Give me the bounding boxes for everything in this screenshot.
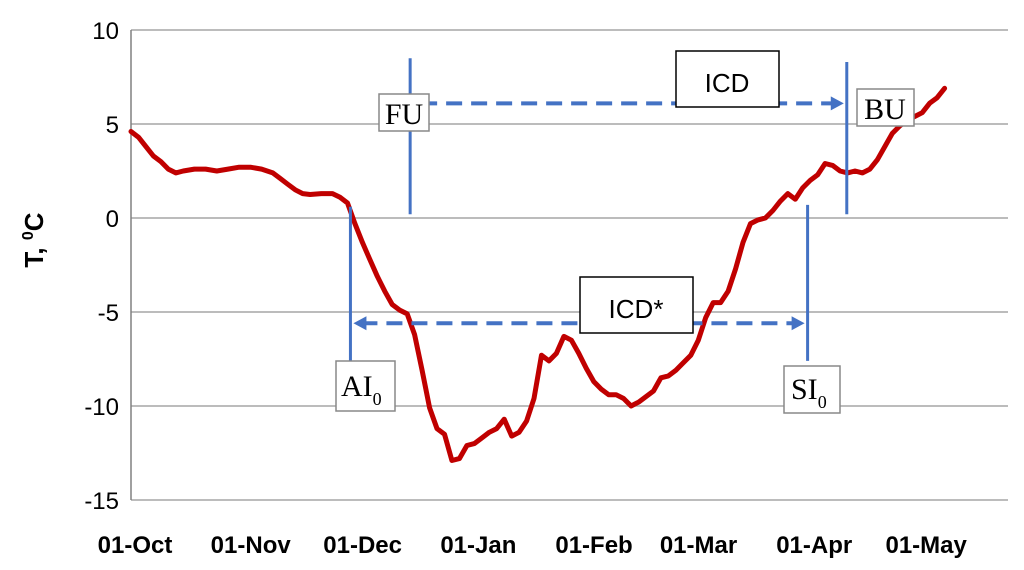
icd-arrow-head-right — [830, 96, 844, 111]
fu-label: FU — [385, 98, 424, 131]
x-tick-label: 01-Mar — [660, 532, 737, 559]
si0-label: SI0 — [791, 373, 827, 412]
grid-lines — [130, 29, 1008, 501]
icd-star-label-box — [579, 276, 694, 334]
x-tick-label: 01-Feb — [555, 532, 632, 559]
y-tick-label: 5 — [106, 112, 119, 139]
icd-star-arrow-head-right — [791, 316, 805, 331]
y-axis-ticks: 10 5 0 -5 -10 -15 — [84, 18, 119, 515]
icd-star-arrow — [353, 316, 805, 331]
temperature-series-line — [128, 85, 948, 463]
si0-label-main: SI — [791, 373, 818, 406]
fu-label-box — [378, 93, 430, 132]
ai0-label-main: AI — [341, 370, 373, 403]
y-tick-label: 10 — [92, 18, 119, 45]
x-tick-label: 01-Nov — [211, 532, 292, 559]
y-axis-label: T, 0C — [19, 212, 49, 267]
icd-star-arrow-head-left — [353, 316, 367, 331]
y-axis-label-sup: 0 — [20, 231, 37, 240]
bu-label-box — [856, 88, 915, 127]
bu-label: BU — [864, 93, 906, 126]
x-tick-label: 01-May — [885, 532, 967, 559]
x-axis-ticks: 01-Oct 01-Nov 01-Dec 01-Jan 01-Feb 01-Mar 01-A… — [98, 532, 968, 559]
ai0-label: AI0 — [341, 370, 382, 409]
x-tick-label: 01-Apr — [776, 532, 852, 559]
y-axis-label-main: T, — [19, 240, 49, 267]
y-tick-label: -5 — [98, 300, 119, 327]
icd-label: ICD — [705, 68, 750, 98]
y-tick-label: 0 — [106, 206, 119, 233]
ai0-label-sub: 0 — [373, 389, 382, 409]
x-tick-label: 01-Jan — [440, 532, 516, 559]
ai0-label-box — [335, 360, 396, 412]
y-axis-label-unit: C — [19, 212, 49, 231]
series-layer — [128, 85, 948, 463]
x-tick-label: 01-Oct — [98, 532, 173, 559]
x-tick-label: 01-Dec — [323, 532, 402, 559]
icd-label-box — [675, 50, 780, 108]
si0-label-box — [783, 365, 841, 414]
icd-star-label: ICD* — [609, 294, 664, 324]
y-tick-label: -15 — [84, 488, 119, 515]
si0-label-sub: 0 — [818, 392, 827, 412]
y-tick-label: -10 — [84, 394, 119, 421]
